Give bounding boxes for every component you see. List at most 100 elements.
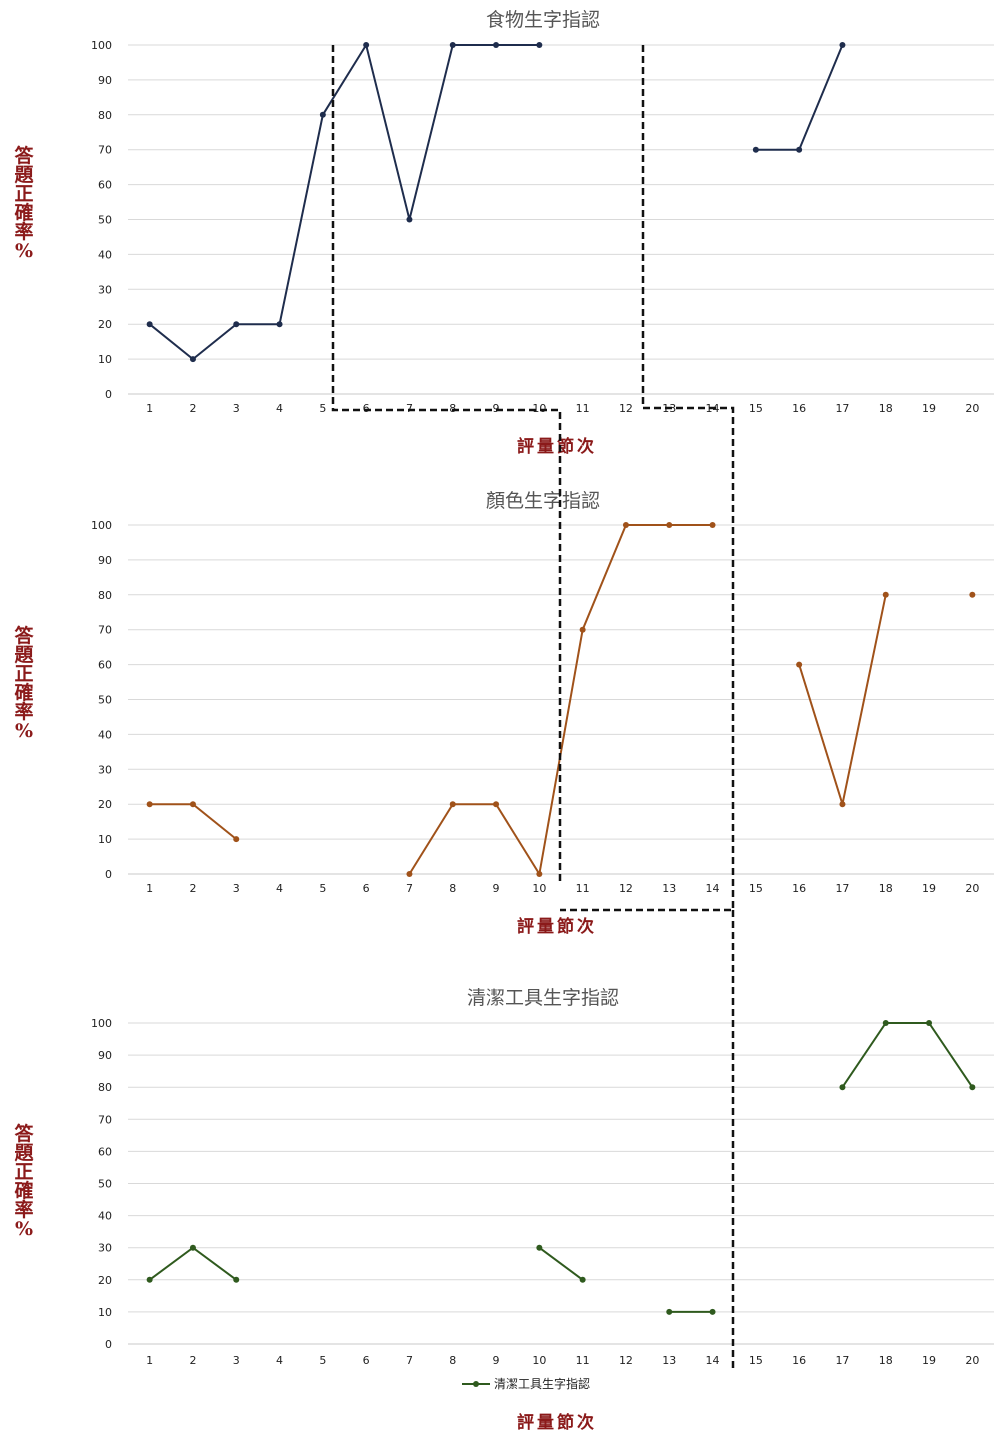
x-tick-label: 20 (965, 1354, 979, 1367)
y-axis-label: 確 (14, 1179, 33, 1202)
x-tick-label: 14 (706, 1354, 720, 1367)
y-axis-label: 率 (14, 220, 33, 243)
data-point (536, 42, 543, 48)
x-tick-label: 1 (146, 882, 153, 895)
y-axis-label: 正 (14, 663, 33, 685)
data-point (839, 1084, 846, 1091)
phase-line-2-upper (560, 45, 735, 912)
y-tick-label: 100 (91, 1017, 112, 1030)
y-tick-label: 90 (98, 74, 112, 87)
y-tick-label: 40 (98, 248, 112, 261)
data-point (882, 591, 889, 598)
y-tick-label: 60 (98, 1145, 112, 1158)
y-tick-label: 50 (98, 694, 112, 707)
x-tick-label: 6 (363, 1354, 370, 1367)
series-line (149, 803, 237, 840)
y-tick-label: 80 (98, 1081, 112, 1094)
y-tick-label: 80 (98, 109, 112, 122)
series-line (408, 524, 713, 877)
y-axis-label: 題 (14, 644, 34, 666)
data-point (882, 1020, 889, 1026)
y-tick-label: 40 (98, 1210, 112, 1223)
data-point (146, 321, 153, 328)
x-tick-label: 15 (749, 1354, 763, 1367)
y-tick-label: 60 (98, 659, 112, 672)
data-point (406, 871, 413, 877)
y-tick-label: 50 (98, 1178, 112, 1191)
x-tick-label: 12 (619, 1354, 633, 1367)
x-tick-label: 8 (449, 1354, 456, 1367)
x-tick-label: 2 (189, 402, 196, 415)
data-point (666, 522, 673, 528)
data-point (319, 111, 326, 118)
x-tick-label: 15 (749, 402, 763, 415)
y-tick-label: 40 (98, 728, 112, 741)
data-point (406, 216, 413, 223)
y-tick-label: 0 (105, 388, 112, 401)
y-axis-label: 確 (14, 201, 33, 224)
x-tick-label: 8 (449, 882, 456, 895)
data-point (449, 801, 456, 808)
data-point (233, 836, 240, 843)
x-tick-label: 2 (189, 1354, 196, 1367)
data-point (536, 871, 543, 877)
x-tick-label: 11 (576, 882, 590, 895)
x-tick-label: 18 (879, 402, 893, 415)
x-tick-label: 9 (493, 882, 500, 895)
chart-title: 食物生字指認 (486, 9, 600, 31)
chart-title: 清潔工具生字指認 (467, 987, 619, 1009)
data-point (796, 661, 803, 668)
x-tick-label: 20 (965, 882, 979, 895)
data-point (233, 321, 240, 328)
data-point (579, 626, 586, 633)
y-tick-label: 80 (98, 589, 112, 602)
x-tick-label: 11 (576, 402, 590, 415)
data-point (189, 1244, 196, 1251)
data-point (969, 591, 976, 598)
y-axis-label: 率 (14, 1198, 33, 1221)
legend-label: 清潔工具生字指認 (494, 1376, 590, 1391)
data-point (233, 1276, 240, 1283)
x-axis-label: 評量節次 (517, 436, 597, 457)
x-tick-label: 3 (233, 882, 240, 895)
data-point (839, 42, 846, 48)
series-line (149, 1246, 237, 1281)
series-line (149, 42, 540, 361)
x-tick-label: 5 (319, 1354, 326, 1367)
y-axis-label: % (15, 720, 33, 742)
x-tick-label: 17 (835, 1354, 849, 1367)
y-tick-label: 30 (98, 763, 112, 776)
x-tick-label: 6 (363, 882, 370, 895)
data-point (363, 42, 370, 48)
data-point (493, 801, 500, 808)
data-point (536, 1244, 543, 1251)
x-tick-label: 12 (619, 882, 633, 895)
data-point (709, 1308, 716, 1315)
x-tick-label: 18 (879, 882, 893, 895)
data-point (969, 1084, 976, 1091)
data-point (449, 42, 456, 48)
y-tick-label: 90 (98, 554, 112, 567)
y-tick-label: 10 (98, 833, 112, 846)
x-tick-label: 14 (706, 882, 720, 895)
x-axis-label: 評量節次 (517, 1412, 597, 1433)
y-tick-label: 70 (98, 144, 112, 157)
data-point (189, 801, 196, 808)
x-tick-label: 1 (146, 402, 153, 415)
y-axis-label: 答 (14, 1122, 34, 1145)
y-axis-label: 正 (14, 1161, 33, 1183)
y-tick-label: 90 (98, 1049, 112, 1062)
phase-line-1 (331, 45, 562, 885)
y-axis-label: 題 (14, 1142, 34, 1164)
x-tick-label: 3 (233, 1354, 240, 1367)
x-tick-label: 4 (276, 402, 283, 415)
x-tick-label: 13 (662, 882, 676, 895)
y-tick-label: 30 (98, 1242, 112, 1255)
y-tick-label: 50 (98, 214, 112, 227)
y-axis-label: 正 (14, 183, 33, 205)
x-tick-label: 7 (406, 1354, 413, 1367)
x-tick-label: 20 (965, 402, 979, 415)
x-tick-label: 17 (835, 402, 849, 415)
